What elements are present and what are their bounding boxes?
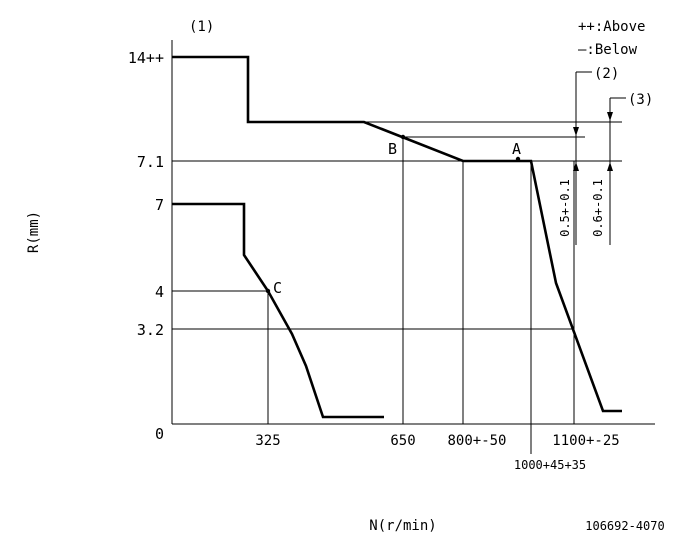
point-c-label: C — [273, 279, 282, 297]
y-tick-7-1: 7.1 — [137, 153, 164, 171]
dim-arrow-3-up — [607, 162, 613, 171]
mark-1-label: (1) — [189, 19, 214, 35]
dim-arrow-3-down — [607, 112, 613, 121]
mark-3-label: (3) — [628, 92, 653, 108]
x-axis-title: N(r/min) — [369, 518, 436, 534]
x-tick-325: 325 — [255, 433, 280, 449]
y-tick-7: 7 — [155, 196, 164, 214]
point-a-label: A — [512, 140, 521, 158]
dim-label-2: 0.5+-0.1 — [558, 179, 572, 237]
legend-above: ++:Above — [578, 19, 645, 35]
point-b-marker — [400, 134, 406, 140]
x-tick-1100: 1100+-25 — [552, 433, 619, 449]
point-a-marker — [515, 156, 521, 162]
y-tick-3-2: 3.2 — [137, 321, 164, 339]
x-tick-1000: 1000+45+35 — [514, 458, 586, 472]
y-tick-0: 0 — [155, 425, 164, 443]
lower-curve — [172, 202, 384, 419]
x-tick-800: 800+-50 — [447, 433, 506, 449]
y-tick-4: 4 — [155, 283, 164, 301]
dim-arrow-2-up — [573, 162, 579, 171]
point-c-marker — [265, 288, 271, 294]
dim-label-3: 0.6+-0.1 — [591, 179, 605, 237]
x-tick-650: 650 — [390, 433, 415, 449]
point-b-label: B — [388, 140, 397, 158]
part-number: 106692-4070 — [585, 519, 664, 533]
full-load-curve — [172, 55, 622, 413]
legend-below: —:Below — [578, 42, 638, 58]
dim-arrow-2-down — [573, 127, 579, 136]
y-axis-title: R(mm) — [26, 211, 42, 253]
mark-2-label: (2) — [594, 66, 619, 82]
y-tick-14: 14++ — [128, 49, 164, 67]
